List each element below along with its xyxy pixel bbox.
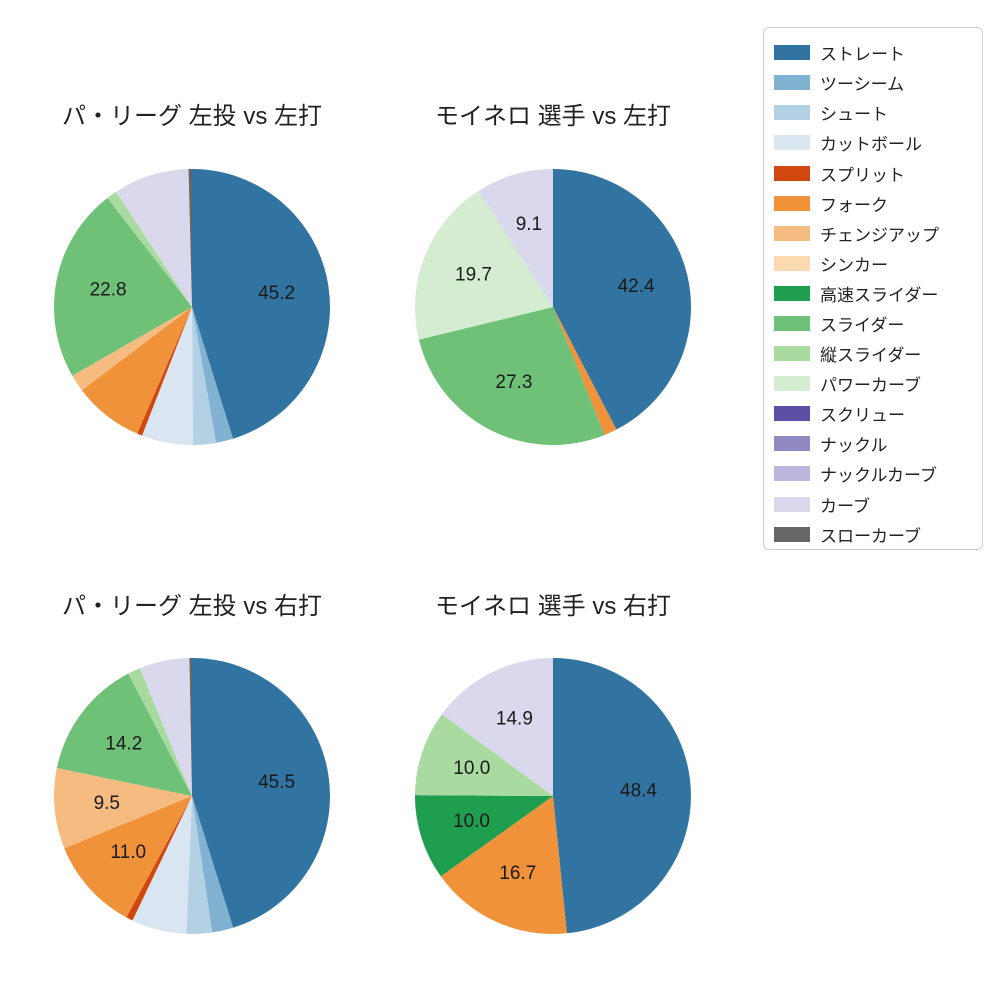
svg-text:10.0: 10.0 xyxy=(453,758,490,779)
svg-text:10.0: 10.0 xyxy=(453,811,490,832)
svg-text:48.4: 48.4 xyxy=(620,781,657,802)
svg-text:22.8: 22.8 xyxy=(90,279,127,300)
svg-text:14.9: 14.9 xyxy=(496,709,533,730)
svg-text:42.4: 42.4 xyxy=(618,276,655,297)
svg-text:27.3: 27.3 xyxy=(495,372,532,393)
svg-text:45.2: 45.2 xyxy=(258,283,295,304)
svg-text:45.5: 45.5 xyxy=(258,772,295,793)
svg-text:9.5: 9.5 xyxy=(94,793,120,814)
svg-text:19.7: 19.7 xyxy=(455,264,492,285)
svg-text:9.1: 9.1 xyxy=(516,214,542,235)
svg-text:11.0: 11.0 xyxy=(111,842,147,863)
svg-text:14.2: 14.2 xyxy=(105,733,142,754)
svg-text:16.7: 16.7 xyxy=(499,863,536,884)
